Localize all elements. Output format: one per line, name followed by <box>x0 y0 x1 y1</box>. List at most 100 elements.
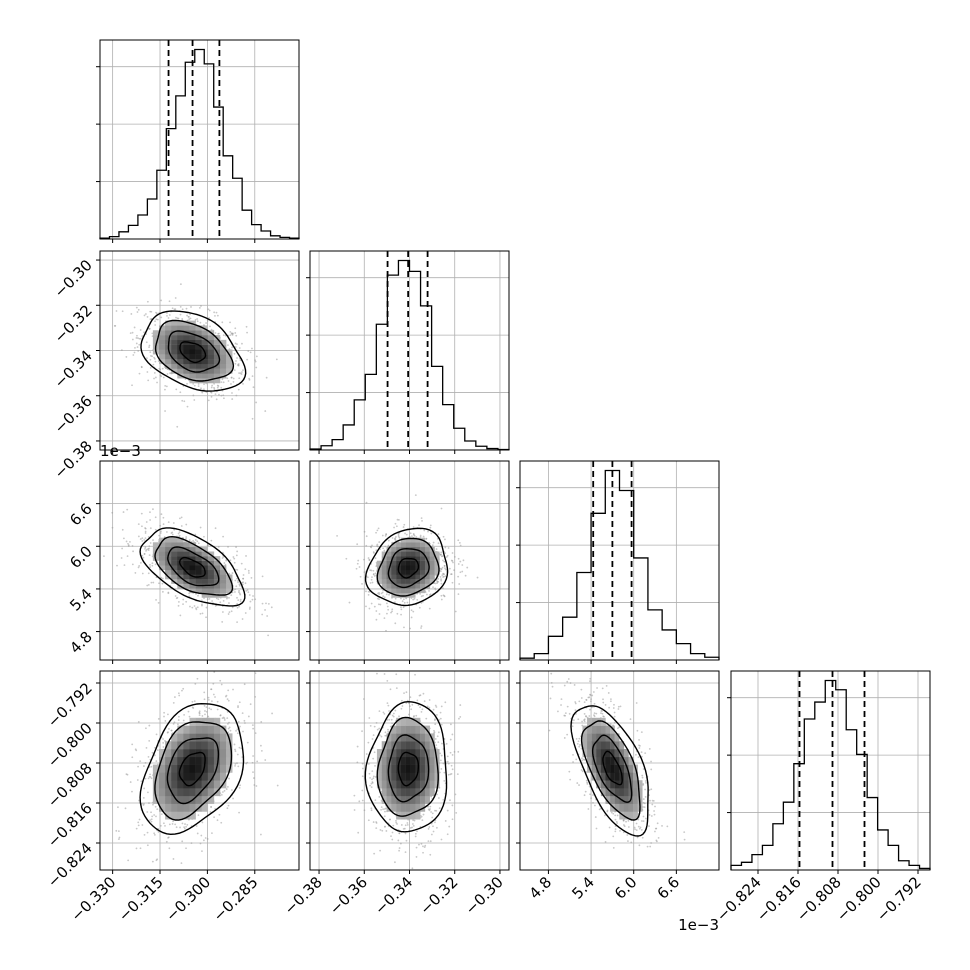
density-cell <box>386 583 392 589</box>
scatter-point <box>648 825 650 827</box>
scatter-point <box>190 306 192 308</box>
density-cell <box>152 551 160 557</box>
scatter-point <box>174 297 177 299</box>
scatter-point <box>231 334 234 336</box>
density-cell <box>610 780 615 789</box>
scatter-point <box>637 825 640 828</box>
scatter-point <box>124 807 127 810</box>
density-cell <box>177 359 184 365</box>
density-cell <box>596 733 602 742</box>
scatter-point <box>422 845 424 848</box>
density-cell <box>177 803 184 812</box>
scatter-point <box>358 800 361 803</box>
axes-frame <box>519 460 720 661</box>
scatter-point <box>211 600 214 602</box>
density-cell <box>165 756 172 765</box>
density-cell <box>201 551 209 557</box>
scatter-point <box>361 767 364 770</box>
scatter-point <box>420 842 423 845</box>
scatter-point <box>400 613 402 616</box>
scatter-point <box>375 531 377 534</box>
scatter-point <box>443 779 446 782</box>
scatter-point <box>639 744 641 747</box>
scatter-point <box>388 718 391 721</box>
density-cell <box>386 788 392 797</box>
scatter-point <box>595 712 598 715</box>
scatter-point <box>221 557 224 559</box>
density-cell <box>391 565 397 571</box>
scatter-point <box>420 517 423 520</box>
density-cell <box>195 588 202 594</box>
density-cell <box>158 335 166 341</box>
scatter-point <box>249 703 252 706</box>
scatter-point <box>129 541 131 543</box>
density-cell <box>591 772 597 781</box>
scatter-point <box>408 713 410 716</box>
scatter-point <box>414 832 417 835</box>
scatter-point <box>137 308 140 311</box>
density-cell <box>434 551 440 557</box>
density-cell <box>171 780 178 789</box>
density-cell <box>207 349 215 355</box>
histogram-panel-0 <box>96 39 300 243</box>
scatter-point <box>459 560 462 563</box>
scatter-point <box>440 723 443 726</box>
scatter-point <box>138 565 141 567</box>
scatter-point <box>650 815 653 817</box>
scatter-point <box>619 705 622 708</box>
scatter-point <box>608 706 611 709</box>
scatter-point <box>371 778 373 781</box>
scatter-point <box>251 724 254 727</box>
density-cell <box>177 363 184 369</box>
scatter-point <box>134 572 137 574</box>
scatter-point <box>374 572 377 575</box>
scatter-point <box>140 512 143 515</box>
scatter-point <box>133 351 136 354</box>
scatter-point <box>264 759 267 761</box>
density-cell <box>152 788 160 797</box>
scatter-point <box>149 542 152 544</box>
density-cell <box>400 588 406 594</box>
density-cell <box>201 725 209 734</box>
scatter-point <box>412 533 415 536</box>
scatter-point <box>111 526 114 529</box>
x-tick-label: −0.32 <box>416 873 461 918</box>
density-cell <box>171 359 178 365</box>
density-cell <box>201 325 209 331</box>
scatter-point <box>435 809 438 812</box>
scatter-point <box>115 829 118 832</box>
density-cell <box>396 788 402 797</box>
density-cell <box>189 749 196 758</box>
scatter-point <box>610 698 612 701</box>
scatter-point <box>238 372 241 374</box>
density-cell <box>596 764 602 773</box>
density-cell <box>201 583 209 589</box>
scatter-point <box>388 710 390 712</box>
scatter-point <box>404 832 407 835</box>
density-cell <box>596 749 602 758</box>
density-cell <box>429 756 435 765</box>
scatter-point <box>449 751 452 754</box>
density-cell <box>171 560 178 566</box>
scatter-point <box>683 831 686 834</box>
scatter-point <box>393 526 395 529</box>
density-cell <box>201 733 209 742</box>
scatter-point <box>238 811 240 814</box>
scatter-point <box>214 393 217 396</box>
density-cell <box>158 349 166 355</box>
scatter-point <box>437 577 440 580</box>
scatter-point <box>373 852 376 855</box>
scatter-point <box>243 719 246 722</box>
density-cell <box>429 579 435 584</box>
scatter-point <box>212 682 215 685</box>
scatter-point <box>386 718 389 721</box>
scatter-point <box>648 814 651 816</box>
density-cell <box>201 368 209 374</box>
scatter-point <box>253 777 255 779</box>
scatter-point <box>148 739 151 742</box>
density-cell <box>587 717 592 726</box>
scatter-point <box>589 693 591 696</box>
scatter-point <box>581 770 584 773</box>
histogram-step <box>519 469 720 660</box>
density-cell <box>226 354 233 360</box>
